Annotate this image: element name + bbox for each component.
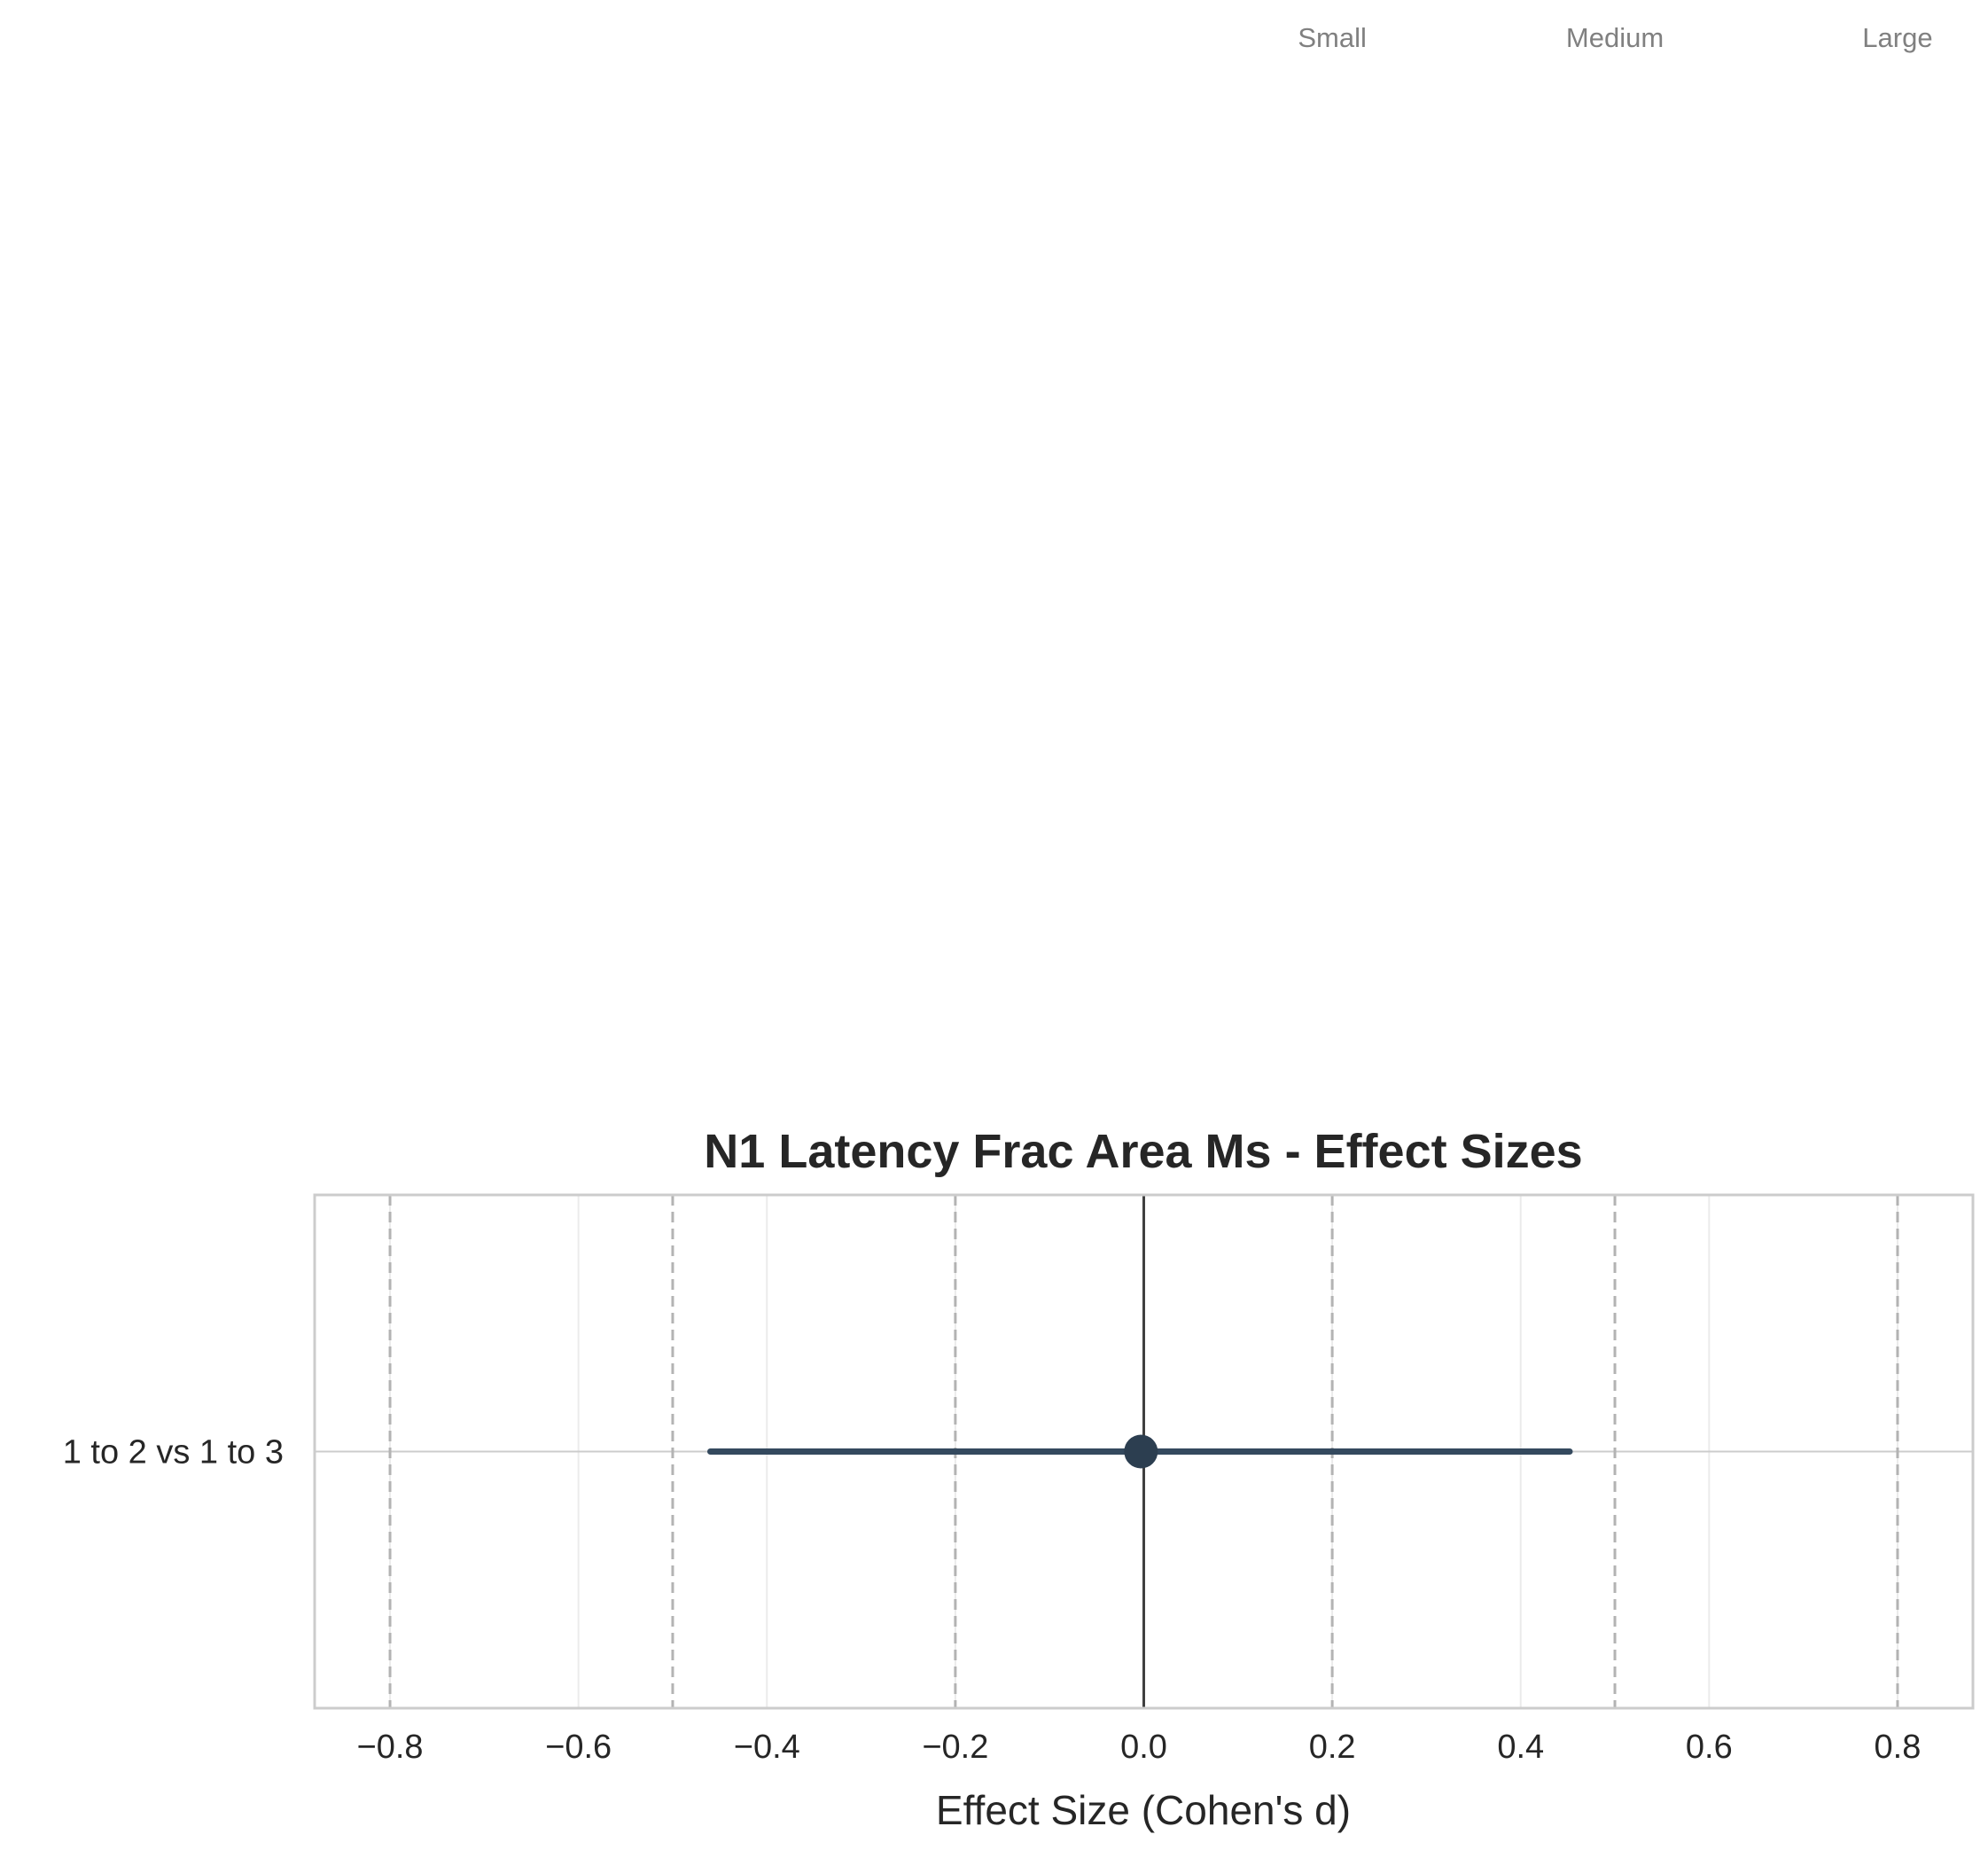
x-tick-label: 0.4 [1497,1729,1544,1766]
threshold-label-large: Large [1862,22,1932,53]
x-tick-label: −0.8 [357,1729,424,1766]
effect-series [706,1434,1573,1469]
x-tick-label: 0.0 [1120,1729,1167,1766]
x-tick-label: −0.2 [922,1729,988,1766]
x-tick-label: −0.4 [734,1729,800,1766]
x-tick-labels: −0.8 −0.6 −0.4 −0.2 0.0 0.2 0.4 0.6 0.8 [357,1729,1922,1766]
x-tick-label: 0.2 [1309,1729,1356,1766]
threshold-labels: Small Medium Large [1298,22,1932,53]
x-tick-label: 0.6 [1686,1729,1733,1766]
threshold-label-medium: Medium [1566,22,1664,53]
chart-title: N1 Latency Frac Area Ms - Effect Sizes [704,1125,1582,1178]
plot-area [313,1193,1975,1710]
y-tick-labels: 1 to 2 vs 1 to 3 [63,1434,284,1471]
x-tick-label: 0.8 [1875,1729,1922,1766]
plot-frame [313,1193,1975,1710]
x-tick-label: −0.6 [545,1729,612,1766]
x-axis-label: Effect Size (Cohen's d) [936,1787,1351,1833]
effect-point-0 [1124,1434,1158,1469]
threshold-label-small: Small [1298,22,1367,53]
y-tick-label: 1 to 2 vs 1 to 3 [63,1434,284,1471]
